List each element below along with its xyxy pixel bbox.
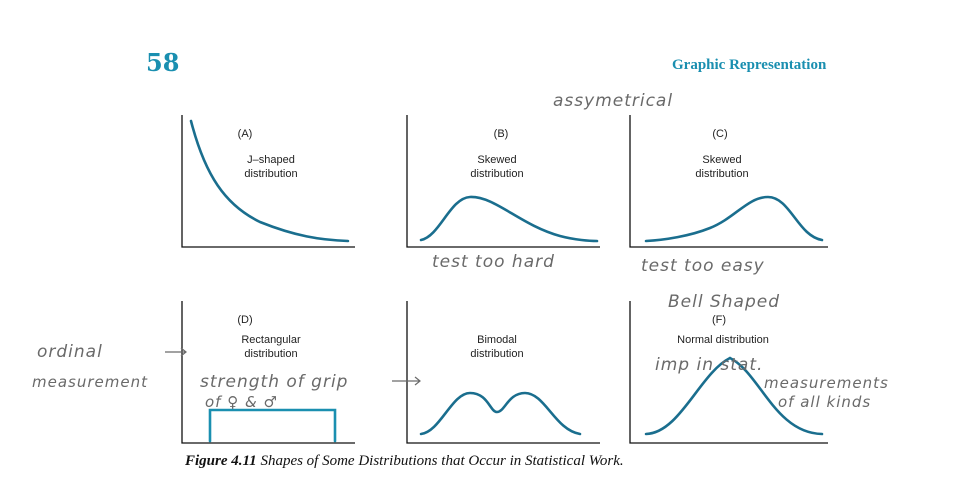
note-bell-shaped: Bell Shaped [668,292,780,312]
page-number: 58 [146,48,180,77]
panel-a-line2: distribution [244,168,297,180]
panel-a-line1: J–shaped [247,154,295,166]
panel-c-letter: (C) [712,128,727,140]
left-skewed-curve [644,195,824,243]
panel-e: Bimodal distribution [406,301,600,444]
running-head: Graphic Representation [672,57,827,73]
note-ordinal: ordinal [37,342,103,362]
panel-e-axes [406,301,600,444]
panel-b: (B) Skewed distribution [406,115,600,248]
panel-b-letter: (B) [494,128,509,140]
figure-caption: Figure 4.11 Shapes of Some Distributions… [185,453,624,470]
panel-f-line1: Normal distribution [677,334,769,346]
panel-b-line1: Skewed [477,154,516,166]
panel-f: (F) Normal distribution [629,301,828,444]
rectangular-distribution [208,408,337,443]
handwritten-notes: assymetrical test too hard test too easy… [32,91,889,411]
panel-a: (A) J–shaped distribution [181,115,355,248]
panel-d-line2: distribution [244,348,297,360]
normal-curve [644,356,824,436]
panel-d-letter: (D) [237,314,252,326]
ordinal-arrow [165,347,187,357]
panel-c-line2: distribution [695,168,748,180]
panel-f-letter: (F) [712,314,726,326]
caption-label: Figure 4.11 [185,453,257,469]
j-shaped-curve [189,119,350,243]
note-of-all-kinds: of all kinds [778,393,871,411]
panel-c-axes [629,115,828,248]
panel-b-line2: distribution [470,168,523,180]
note-measurements: measurements [764,374,889,392]
note-imp-in-stat: imp in stat. [655,355,763,375]
panel-b-axes [406,115,600,248]
panel-d: (D) Rectangular distribution [181,301,355,444]
panel-e-line2: distribution [470,348,523,360]
panel-c-line1: Skewed [702,154,741,166]
note-test-too-easy: test too easy [641,256,765,276]
panel-d-line1: Rectangular [241,334,301,346]
right-skewed-curve [419,195,599,243]
caption-text: Shapes of Some Distributions that Occur … [256,453,624,469]
note-strength-of-grip: strength of grip [200,372,348,392]
panel-a-letter: (A) [238,128,253,140]
note-test-too-hard: test too hard [432,252,555,272]
panel-e-line1: Bimodal [477,334,517,346]
bimodal-curve [419,391,582,436]
panel-a-axes [181,115,355,248]
note-asymmetrical: assymetrical [553,91,673,111]
note-measurement: measurement [32,373,148,391]
note-of-female-male: of ♀ & ♂ [205,393,278,411]
panel-f-axes [629,301,828,444]
grip-arrow [392,376,421,386]
panel-c: (C) Skewed distribution [629,115,828,248]
